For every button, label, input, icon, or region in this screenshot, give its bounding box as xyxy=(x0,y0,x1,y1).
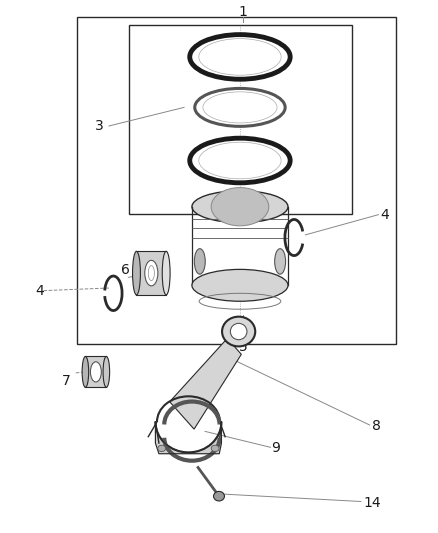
Ellipse shape xyxy=(211,445,219,451)
Bar xyxy=(85,357,106,387)
Polygon shape xyxy=(170,338,241,429)
Ellipse shape xyxy=(222,317,255,346)
Ellipse shape xyxy=(199,38,281,75)
Ellipse shape xyxy=(195,88,285,126)
Text: 6: 6 xyxy=(121,263,130,277)
Ellipse shape xyxy=(211,188,269,226)
Bar xyxy=(130,25,352,214)
Text: 7: 7 xyxy=(62,374,71,388)
Ellipse shape xyxy=(230,324,247,340)
Text: 8: 8 xyxy=(372,419,381,433)
Polygon shape xyxy=(155,422,222,454)
Text: 4: 4 xyxy=(35,284,44,297)
Ellipse shape xyxy=(190,35,290,79)
Ellipse shape xyxy=(145,260,158,286)
Bar xyxy=(137,252,166,295)
Ellipse shape xyxy=(192,191,288,223)
Text: 1: 1 xyxy=(239,5,247,19)
Ellipse shape xyxy=(82,357,88,387)
Text: 4: 4 xyxy=(381,208,389,222)
Ellipse shape xyxy=(162,252,170,295)
Text: 3: 3 xyxy=(95,119,103,133)
Ellipse shape xyxy=(194,249,205,274)
Ellipse shape xyxy=(203,92,277,123)
Ellipse shape xyxy=(190,138,290,183)
Ellipse shape xyxy=(158,445,166,451)
Ellipse shape xyxy=(103,357,110,387)
Ellipse shape xyxy=(192,269,288,301)
Ellipse shape xyxy=(90,362,101,382)
Ellipse shape xyxy=(214,491,224,501)
Ellipse shape xyxy=(199,142,281,179)
Text: 14: 14 xyxy=(363,496,381,510)
Bar xyxy=(77,17,396,344)
Text: 5: 5 xyxy=(239,340,247,354)
Ellipse shape xyxy=(275,249,286,274)
Text: 9: 9 xyxy=(272,441,280,455)
Ellipse shape xyxy=(133,252,141,295)
